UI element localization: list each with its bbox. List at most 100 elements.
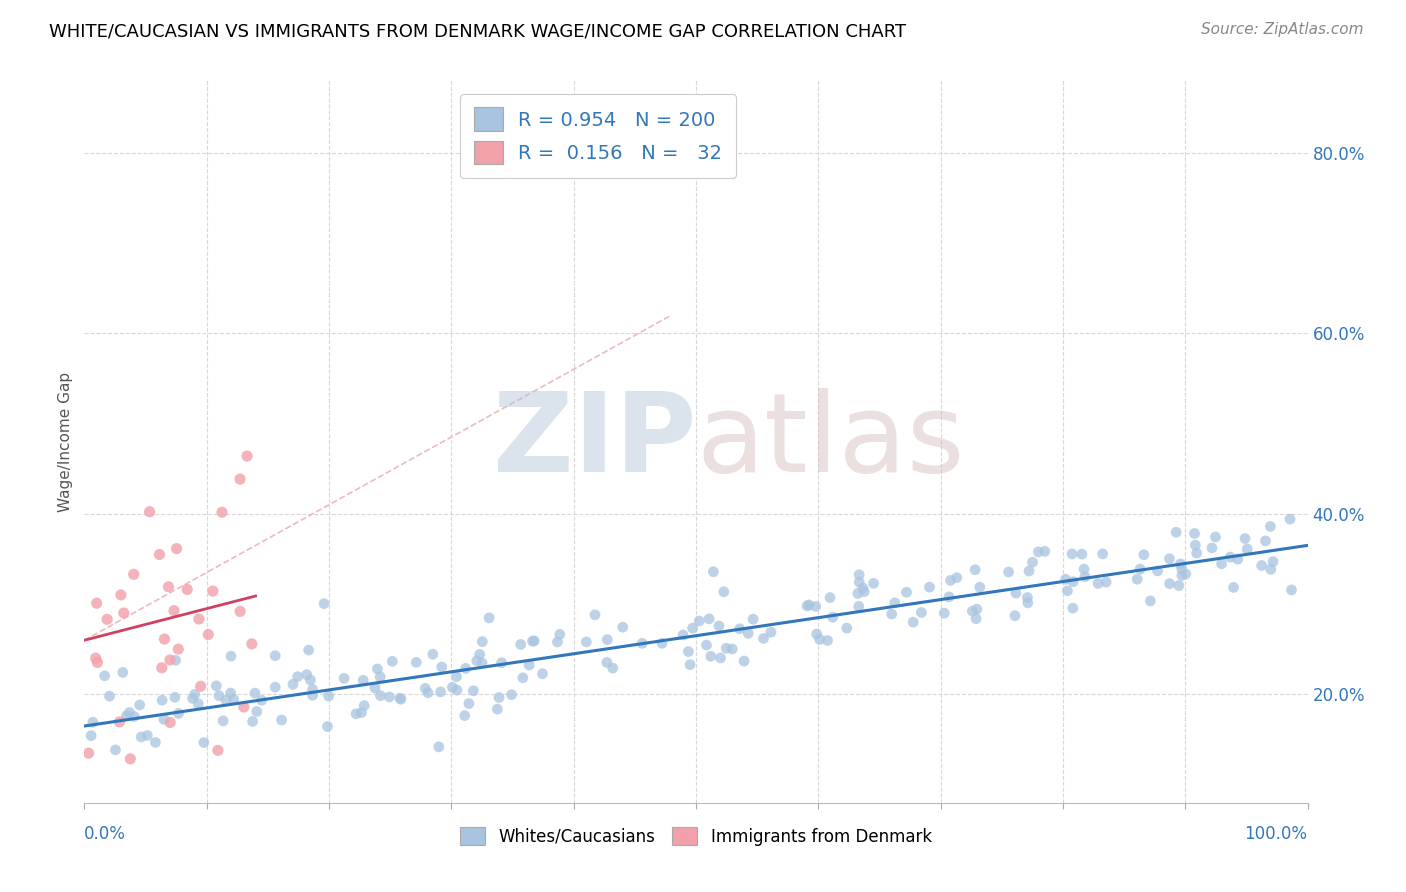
- Point: [111, 665, 134, 680]
- Point: [150, 661, 173, 675]
- Point: [240, 637, 263, 651]
- Point: [316, 720, 339, 734]
- Point: [848, 599, 870, 614]
- Point: [1126, 572, 1149, 586]
- Point: [243, 686, 266, 700]
- Point: [796, 599, 818, 613]
- Point: [901, 615, 924, 629]
- Point: [1170, 562, 1192, 576]
- Point: [208, 689, 231, 703]
- Point: [1054, 572, 1077, 586]
- Point: [848, 575, 870, 590]
- Point: [716, 641, 738, 656]
- Point: [1184, 538, 1206, 552]
- Point: [122, 567, 145, 582]
- Point: [1062, 601, 1084, 615]
- Point: [1091, 547, 1114, 561]
- Point: [301, 682, 323, 697]
- Point: [1062, 574, 1084, 589]
- Point: [1017, 591, 1039, 605]
- Point: [965, 563, 987, 577]
- Point: [1129, 562, 1152, 576]
- Point: [721, 641, 744, 656]
- Point: [295, 667, 318, 681]
- Point: [389, 692, 412, 706]
- Point: [77, 746, 100, 760]
- Point: [688, 614, 710, 628]
- Point: [465, 654, 488, 668]
- Point: [157, 580, 180, 594]
- Point: [1222, 581, 1244, 595]
- Point: [697, 612, 720, 626]
- Point: [651, 636, 673, 650]
- Point: [159, 715, 181, 730]
- Point: [596, 656, 619, 670]
- Point: [167, 706, 190, 721]
- Point: [112, 606, 135, 620]
- Point: [352, 673, 374, 688]
- Text: 0.0%: 0.0%: [84, 825, 127, 843]
- Point: [1279, 512, 1302, 526]
- Point: [512, 671, 534, 685]
- Point: [163, 604, 186, 618]
- Point: [236, 449, 259, 463]
- Point: [1167, 578, 1189, 592]
- Point: [222, 692, 245, 706]
- Point: [934, 606, 956, 620]
- Point: [270, 713, 292, 727]
- Point: [531, 666, 554, 681]
- Point: [1250, 558, 1272, 573]
- Point: [853, 584, 876, 599]
- Point: [817, 633, 839, 648]
- Point: [163, 690, 186, 705]
- Point: [700, 649, 723, 664]
- Point: [759, 625, 782, 640]
- Point: [883, 596, 905, 610]
- Point: [430, 660, 453, 674]
- Point: [679, 657, 702, 672]
- Point: [184, 687, 207, 701]
- Point: [413, 681, 436, 696]
- Point: [429, 685, 451, 699]
- Point: [205, 679, 228, 693]
- Point: [370, 689, 392, 703]
- Point: [728, 622, 751, 636]
- Point: [1005, 586, 1028, 600]
- Point: [1133, 548, 1156, 562]
- Point: [678, 644, 700, 658]
- Point: [446, 683, 468, 698]
- Point: [1184, 526, 1206, 541]
- Point: [965, 612, 987, 626]
- Point: [501, 688, 523, 702]
- Point: [509, 637, 531, 651]
- Point: [1070, 547, 1092, 561]
- Point: [190, 679, 212, 693]
- Point: [246, 705, 269, 719]
- Point: [153, 632, 176, 646]
- Point: [242, 714, 264, 729]
- Point: [378, 690, 401, 704]
- Point: [1226, 552, 1249, 566]
- Point: [150, 693, 173, 707]
- Point: [938, 590, 960, 604]
- Point: [848, 567, 870, 582]
- Point: [1159, 551, 1181, 566]
- Point: [846, 586, 869, 600]
- Text: atlas: atlas: [696, 388, 965, 495]
- Point: [115, 709, 138, 723]
- Point: [159, 653, 181, 667]
- Point: [1185, 546, 1208, 560]
- Point: [350, 706, 373, 720]
- Point: [818, 591, 841, 605]
- Point: [299, 673, 322, 687]
- Point: [1146, 564, 1168, 578]
- Point: [471, 634, 494, 648]
- Point: [1087, 576, 1109, 591]
- Point: [104, 743, 127, 757]
- Point: [997, 565, 1019, 579]
- Point: [612, 620, 634, 634]
- Point: [808, 632, 831, 647]
- Point: [148, 548, 170, 562]
- Point: [264, 680, 287, 694]
- Point: [344, 706, 367, 721]
